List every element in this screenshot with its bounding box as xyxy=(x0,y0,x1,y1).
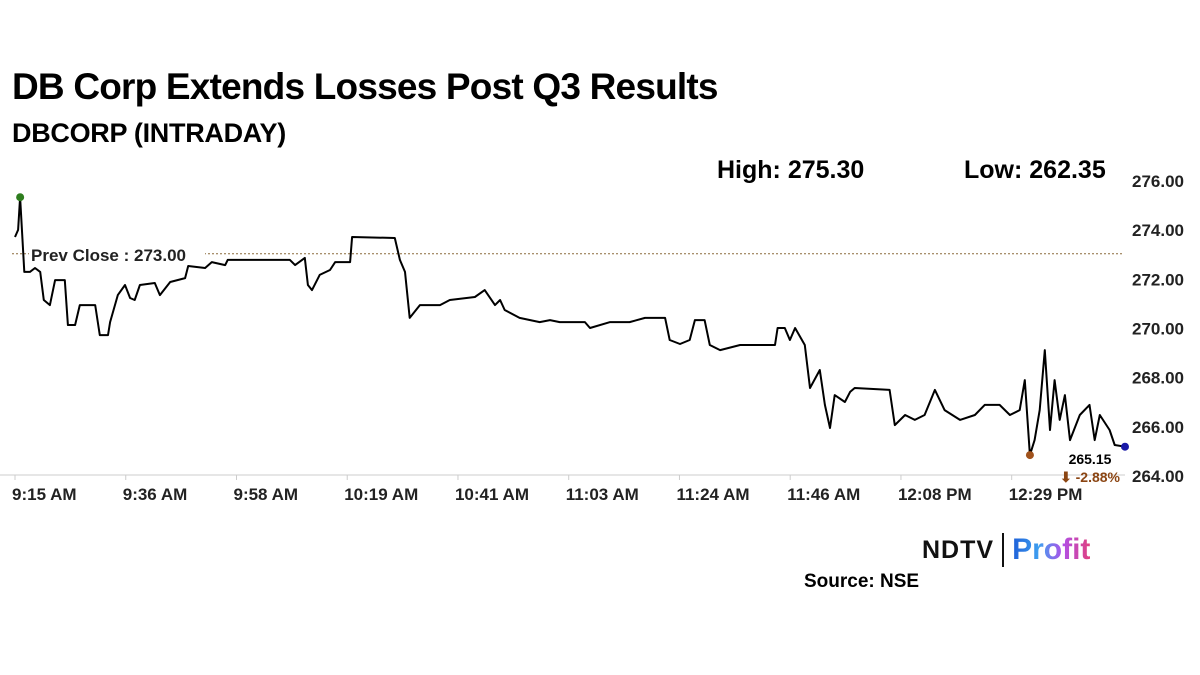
intraday-chart: 264.00 266.00 268.00 270.00 272.00 274.00 276.… xyxy=(0,172,1184,504)
y-tick-label: 272.00 xyxy=(1132,270,1184,289)
y-tick-label: 268.00 xyxy=(1132,369,1184,388)
last-price-label: 265.15 xyxy=(1069,451,1112,467)
x-tick-label: 11:46 AM xyxy=(787,485,860,504)
high-label: High: 275.30 xyxy=(717,156,865,184)
y-tick-label: 276.00 xyxy=(1132,172,1184,191)
low-marker xyxy=(1025,451,1034,460)
x-tick-label: 12:08 PM xyxy=(898,485,972,504)
y-tick-label: 264.00 xyxy=(1132,467,1184,486)
y-tick-label: 274.00 xyxy=(1132,221,1184,240)
x-tick-label: 11:03 AM xyxy=(566,485,639,504)
ndtv-profit-logo: NDTV Profit xyxy=(922,532,1090,568)
prev-close-label: Prev Close : 273.00 xyxy=(31,246,186,265)
low-label: Low: 262.35 xyxy=(964,156,1106,184)
high-marker xyxy=(16,193,25,202)
x-tick-label: 9:36 AM xyxy=(123,485,188,504)
x-tick-label: 11:24 AM xyxy=(676,485,749,504)
chart-title: DB Corp Extends Losses Post Q3 Results xyxy=(12,66,718,107)
logo-ndtv: NDTV xyxy=(922,535,995,564)
last-price-marker xyxy=(1121,442,1129,451)
y-tick-label: 266.00 xyxy=(1132,418,1184,437)
x-tick-label: 12:29 PM xyxy=(1009,485,1083,504)
chart-subtitle: DBCORP (INTRADAY) xyxy=(12,118,286,148)
prev-close-label-bg xyxy=(29,241,205,264)
x-tick-label: 10:41 AM xyxy=(455,485,529,504)
logo-profit: Profit xyxy=(1012,533,1091,566)
y-tick-label: 270.00 xyxy=(1132,320,1184,339)
source-label: Source: NSE xyxy=(804,571,920,592)
x-tick-label: 10:19 AM xyxy=(344,485,418,504)
x-tick-label: 9:58 AM xyxy=(233,485,298,504)
logo-divider xyxy=(1002,533,1005,567)
change-label: ⬇ -2.88% xyxy=(1060,469,1121,485)
x-tick-label: 9:15 AM xyxy=(12,485,77,504)
price-line xyxy=(14,196,1126,457)
